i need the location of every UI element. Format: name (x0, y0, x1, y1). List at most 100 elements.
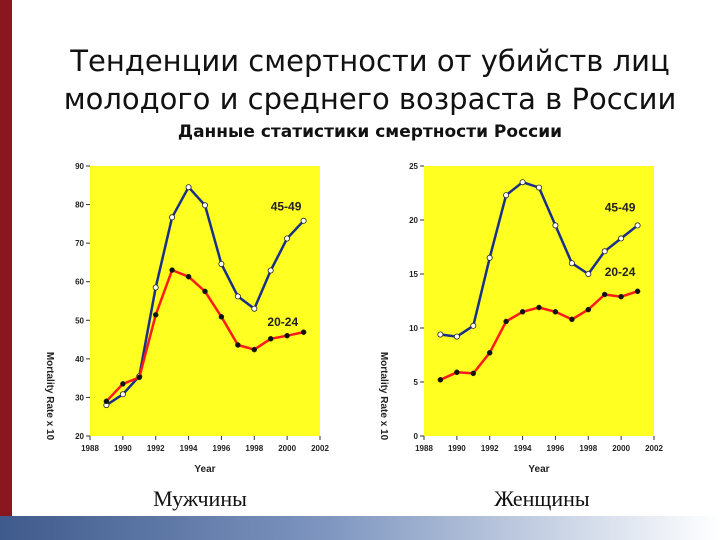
men-series-20-24-point (103, 398, 110, 405)
men-y-tick-label: 70 (75, 239, 84, 248)
men-caption: Мужчины (153, 486, 247, 511)
women-y-tick-label: 0 (414, 432, 419, 441)
women-x-tick-label: 1994 (514, 444, 532, 453)
men-series-20-24-point (284, 332, 290, 339)
women-series-20-24-label: 20-24 (605, 265, 636, 279)
slide-title: Тенденции смертности от убийств лиц моло… (40, 42, 700, 118)
men-series-45-49-point (218, 261, 225, 268)
men-series-45-49-point (284, 235, 291, 242)
women-series-45-49-point (437, 331, 444, 338)
men-x-tick-label: 1988 (81, 444, 99, 453)
men-series-20-24-point (136, 374, 143, 381)
women-series-20-24-point (552, 309, 559, 315)
women-plot-area (424, 166, 654, 436)
women-series-45-49-point (585, 271, 592, 278)
women-y-axis-title: Mortality Rate x 10 (378, 352, 389, 441)
men-y-tick-label: 50 (75, 316, 84, 325)
women-y-tick-label: 20 (409, 216, 418, 225)
women-y-tick-label: 25 (409, 162, 418, 171)
men-series-45-49-point (169, 214, 176, 221)
women-series-20-24-point (536, 304, 542, 311)
slide-title-line-1: Тенденции смертности от убийств лиц (70, 44, 670, 78)
women-series-45-49-point (618, 235, 625, 242)
women-x-tick-label: 1998 (579, 444, 597, 453)
men-x-axis-title: Year (194, 464, 215, 475)
women-chart: 0 5 10 15 20 25 1988 1990 1992 1994 1996 1998 2000 20… (378, 162, 663, 475)
men-series-20-24-point (185, 273, 192, 280)
women-series-20-24-point (519, 309, 526, 315)
men-series-20-24-point (251, 346, 258, 353)
women-y-tick-label: 5 (414, 378, 419, 387)
men-series-45-49-point (300, 217, 307, 224)
women-series-20-24-point (634, 288, 641, 295)
men-series-45-49-label: 45-49 (271, 199, 302, 213)
men-x-tick-label: 2002 (311, 444, 329, 453)
women-caption: Женщины (494, 486, 590, 511)
women-series-45-49-point (503, 192, 510, 199)
women-series-20-24-point (437, 377, 444, 383)
slide-subtitle: Данные статистики смертности России (177, 122, 563, 142)
men-y-tick-label: 80 (75, 201, 84, 210)
women-series-45-49-point (453, 333, 460, 340)
women-series-45-49-point (568, 260, 575, 267)
men-x-tick-label: 1998 (245, 444, 263, 453)
men-y-tick-label: 60 (75, 278, 84, 287)
women-series-45-49-point (634, 222, 641, 229)
men-series-20-24-label: 20-24 (267, 315, 298, 329)
men-x-tick-label: 1992 (147, 444, 165, 453)
men-chart: 20 30 40 50 60 70 80 90 1988 1990 1992 1994 1996 1998… (44, 162, 329, 475)
women-x-tick-label: 2000 (612, 444, 630, 453)
men-y-axis-title: Mortality Rate x 10 (44, 352, 55, 441)
men-series-20-24-point (120, 381, 126, 387)
women-series-20-24-point (470, 370, 477, 377)
men-plot-area (90, 166, 320, 436)
men-series-45-49-point (185, 184, 192, 191)
men-series-45-49-point (234, 293, 241, 300)
men-series-20-24-point (235, 342, 241, 348)
men-y-tick-label: 40 (75, 355, 84, 364)
men-x-tick-label: 2000 (278, 444, 296, 453)
men-series-45-49-point (267, 267, 274, 274)
women-series-45-49-point (552, 222, 559, 229)
men-series-45-49-point (119, 391, 126, 398)
men-x-tick-label: 1994 (180, 444, 198, 453)
women-series-45-49-point (486, 254, 493, 261)
men-y-tick-label: 90 (75, 162, 84, 171)
women-series-20-24-point (486, 350, 493, 356)
women-series-20-24-point (569, 316, 575, 323)
women-x-axis-title: Year (528, 464, 549, 475)
women-x-tick-label: 1992 (481, 444, 499, 453)
men-series-45-49-point (201, 202, 208, 209)
men-series-45-49-point (152, 284, 159, 291)
women-series-20-24-point (454, 369, 460, 376)
women-series-45-49-point (519, 179, 526, 186)
women-series-45-49-label: 45-49 (605, 200, 636, 214)
footer-bar (0, 516, 720, 540)
women-series-45-49-point (601, 248, 608, 255)
women-series-20-24-point (503, 318, 509, 325)
women-y-tick-label: 15 (409, 270, 418, 279)
men-y-tick-label: 20 (75, 432, 84, 441)
women-series-45-49-point (470, 322, 477, 329)
men-y-tick-label: 30 (75, 393, 84, 402)
men-series-20-24-point (218, 314, 225, 320)
men-series-20-24-point (152, 312, 159, 318)
men-series-20-24-point (300, 329, 307, 335)
women-series-20-24-point (618, 293, 624, 300)
men-x-tick-label: 1990 (114, 444, 132, 453)
men-x-tick-label: 1996 (213, 444, 231, 453)
men-series-20-24-point (267, 336, 274, 342)
slide-title-line-2: молодого и среднего возраста в России (63, 82, 677, 116)
women-x-tick-label: 1988 (415, 444, 433, 453)
women-series-20-24-point (585, 306, 592, 313)
women-series-20-24-point (601, 291, 608, 298)
men-series-20-24-point (169, 267, 175, 273)
men-series-20-24-point (202, 288, 208, 295)
accent-bar (0, 0, 12, 540)
women-x-tick-label: 1996 (547, 444, 565, 453)
women-x-tick-label: 2002 (645, 444, 663, 453)
men-series-45-49-point (251, 305, 258, 312)
women-series-45-49-point (535, 184, 542, 191)
women-x-tick-label: 1990 (448, 444, 466, 453)
women-y-tick-label: 10 (409, 324, 418, 333)
